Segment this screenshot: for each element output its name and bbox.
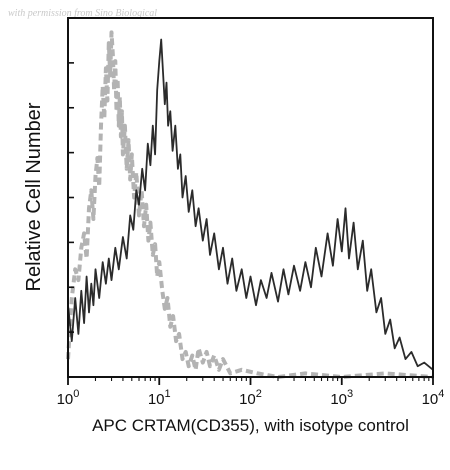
x-tick-label: 100 (57, 388, 80, 408)
x-tick-base: 10 (239, 391, 256, 408)
x-tick-exponent: 2 (256, 388, 262, 400)
x-tick-base: 10 (330, 391, 347, 408)
x-tick-label: 103 (330, 388, 353, 408)
x-tick-exponent: 4 (438, 388, 444, 400)
watermark: with permission from Sino Biological (8, 8, 158, 19)
x-tick-exponent: 3 (347, 388, 353, 400)
x-axis-label: APC CRTAM(CD355), with isotype control (92, 416, 409, 435)
x-tick-exponent: 0 (73, 388, 79, 400)
x-tick-label: 104 (422, 388, 445, 408)
x-tick-base: 10 (422, 391, 439, 408)
y-axis-label: Relative Cell Number (23, 102, 45, 291)
series-line-1 (66, 30, 434, 379)
x-tick-label: 101 (148, 388, 171, 408)
x-tick-label: 102 (239, 388, 262, 408)
x-tick-base: 10 (148, 391, 165, 408)
axis-layer: 100 101 102 103 104 (57, 17, 445, 408)
plot-frame (67, 17, 434, 378)
series-layer (66, 30, 434, 379)
x-tick-base: 10 (57, 391, 74, 408)
series-line-2 (67, 38, 434, 371)
x-tick-exponent: 1 (165, 388, 171, 400)
label-layer: Relative Cell Number APC CRTAM(CD355), w… (23, 102, 409, 435)
